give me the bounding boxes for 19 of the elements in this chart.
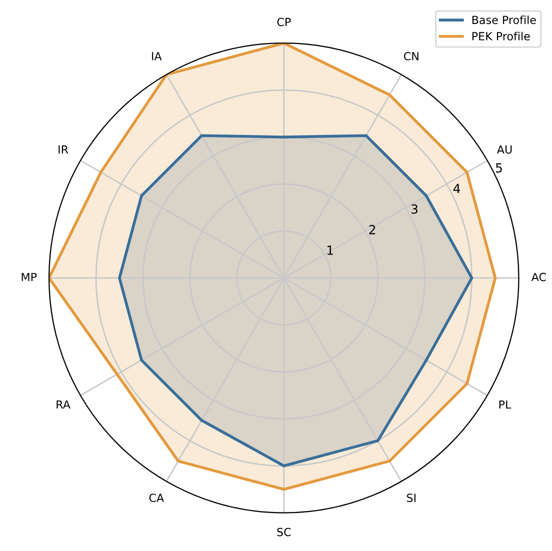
y-tick-label: 4	[453, 184, 460, 194]
y-tick-label: 2	[369, 224, 376, 234]
spoke-label: RA	[56, 400, 70, 409]
spoke-label: SI	[406, 494, 416, 502]
spoke-label: PL	[499, 400, 512, 409]
spoke-label: IA	[152, 52, 162, 60]
y-tick-label: 5	[496, 163, 502, 173]
legend-label: Base Profile	[472, 16, 536, 24]
spoke-label: MP	[22, 272, 37, 282]
spoke-label: AC	[531, 272, 546, 282]
spoke-label: CA	[149, 494, 164, 502]
y-tick-label: 3	[412, 204, 418, 214]
y-tick-label: 1	[327, 246, 333, 255]
spoke-label: IR	[58, 145, 68, 154]
spoke-label: AU	[496, 145, 512, 154]
spoke-label: CN	[404, 52, 418, 60]
legend-label: PEK Profile	[472, 32, 530, 40]
spoke-label: SC	[277, 528, 291, 536]
spoke-label: CP	[277, 18, 291, 26]
